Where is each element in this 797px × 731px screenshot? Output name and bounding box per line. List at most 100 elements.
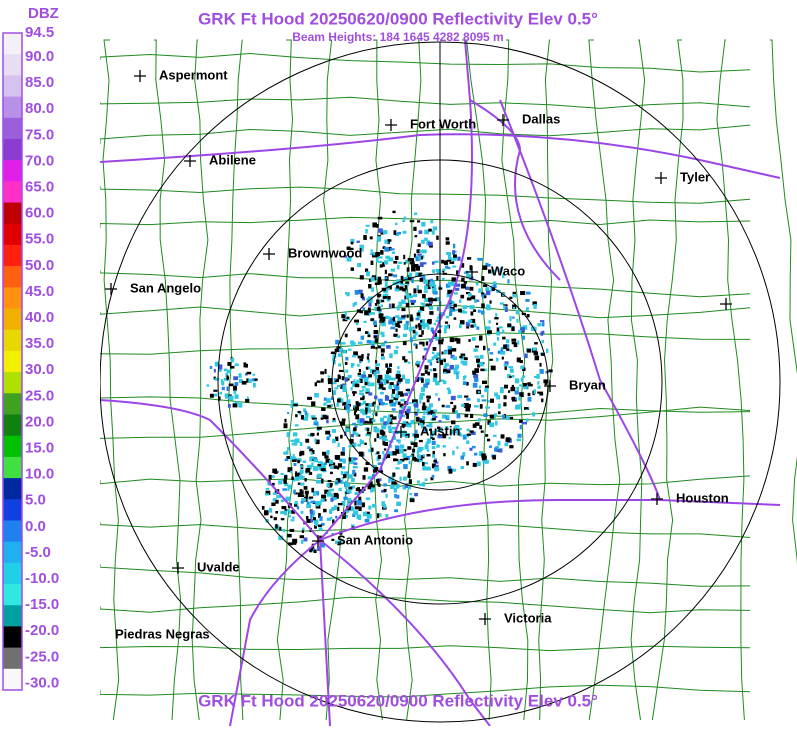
echo — [389, 248, 395, 251]
echo — [448, 294, 452, 298]
echo — [537, 323, 542, 327]
echo — [406, 283, 410, 287]
echo — [385, 395, 388, 398]
echo — [543, 379, 548, 384]
echo — [387, 417, 392, 422]
echo — [503, 402, 507, 407]
echo — [411, 264, 416, 269]
echo — [306, 504, 312, 509]
echo — [378, 311, 382, 315]
echo — [443, 328, 447, 334]
echo — [487, 348, 490, 352]
echo — [434, 284, 437, 289]
highway — [99, 133, 781, 179]
echo — [310, 519, 314, 523]
echo — [337, 506, 340, 512]
echo — [436, 444, 440, 448]
echo — [299, 489, 303, 493]
echo — [273, 517, 277, 521]
echo — [387, 368, 392, 373]
echo — [415, 344, 418, 349]
echo — [352, 469, 356, 475]
echo — [357, 341, 363, 345]
echo — [441, 259, 444, 264]
echo — [357, 487, 361, 491]
echo — [445, 265, 449, 269]
echo — [362, 395, 365, 400]
echo — [391, 408, 396, 411]
echo — [328, 434, 331, 437]
echo — [432, 413, 436, 418]
echo — [344, 377, 348, 382]
echo — [456, 270, 459, 276]
echo — [522, 367, 526, 371]
echo — [414, 331, 418, 336]
echo — [382, 378, 387, 382]
echo — [363, 320, 367, 324]
echo — [399, 458, 405, 462]
echo — [336, 402, 339, 407]
echo — [510, 386, 516, 392]
color-bar-frame — [2, 32, 23, 691]
echo — [312, 513, 315, 518]
city-label: San Antonio — [337, 532, 413, 547]
echo — [350, 524, 355, 527]
echo — [485, 459, 489, 464]
echo — [477, 461, 481, 466]
city-marker — [720, 298, 732, 310]
echo — [388, 316, 391, 320]
echo — [399, 409, 404, 415]
echo — [456, 339, 461, 344]
echo — [381, 299, 385, 303]
legend-label: 60.0 — [25, 205, 54, 222]
echo — [300, 501, 304, 504]
echo — [285, 496, 291, 501]
echo — [346, 257, 352, 262]
echo — [381, 332, 385, 338]
echo — [457, 256, 461, 261]
echo — [280, 518, 285, 521]
echo — [518, 329, 522, 334]
echo — [449, 365, 455, 370]
echo — [414, 492, 419, 497]
echo — [238, 402, 243, 408]
echo — [365, 511, 370, 516]
echo — [275, 511, 278, 514]
echo — [440, 312, 444, 315]
echo — [373, 320, 377, 326]
echo — [414, 212, 418, 216]
echo — [393, 488, 397, 493]
echo — [379, 430, 383, 435]
echo — [488, 320, 491, 324]
echo — [405, 320, 409, 326]
legend-label: 30.0 — [25, 361, 54, 378]
echo — [452, 356, 457, 361]
echo — [353, 462, 358, 465]
echo — [479, 404, 483, 409]
echo — [402, 219, 406, 223]
echo — [428, 422, 433, 428]
echo — [405, 378, 410, 384]
footer-title: GRK Ft Hood 20250620/0900 Reflectivity E… — [198, 691, 598, 710]
echo — [463, 281, 468, 284]
echo — [309, 549, 313, 553]
echo — [306, 464, 312, 470]
echo — [357, 500, 362, 506]
echo — [450, 401, 454, 405]
echo — [219, 391, 223, 395]
echo — [479, 354, 484, 359]
echo — [511, 384, 514, 389]
echo — [233, 390, 237, 394]
echo — [345, 394, 349, 398]
echo — [384, 281, 388, 287]
legend-label: 80.0 — [25, 100, 54, 117]
county-line — [99, 406, 751, 439]
color-swatch — [3, 329, 22, 352]
echo — [455, 283, 461, 287]
echo — [353, 411, 357, 416]
echo — [341, 398, 344, 403]
echo — [517, 433, 522, 438]
echo — [455, 410, 458, 414]
color-swatch — [3, 541, 22, 564]
echo — [509, 296, 513, 300]
